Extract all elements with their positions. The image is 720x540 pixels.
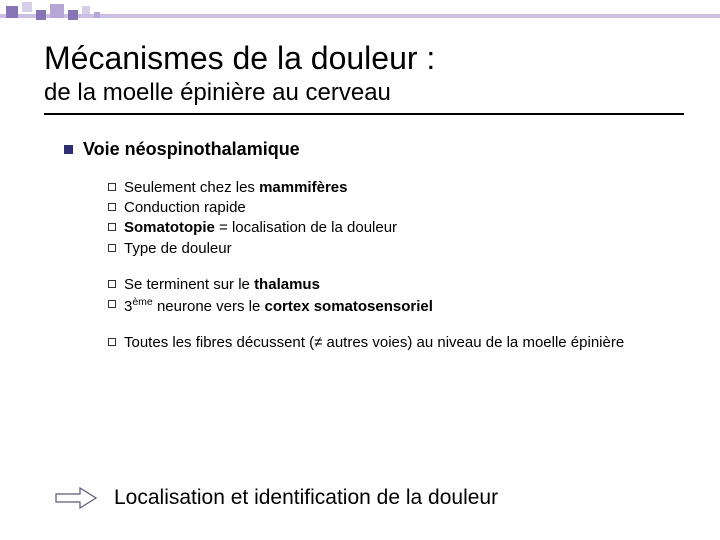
title-main: Mécanismes de la douleur : bbox=[44, 40, 684, 77]
list-item-text: Conduction rapide bbox=[124, 198, 684, 218]
list-item-text: Toutes les fibres décussent (≠ autres vo… bbox=[124, 333, 684, 353]
decor-square bbox=[50, 4, 64, 18]
header-strip bbox=[0, 14, 720, 18]
decor-square bbox=[82, 6, 90, 14]
list-item-text: Seulement chez les mammifères bbox=[124, 178, 684, 198]
arrow-icon bbox=[54, 486, 98, 510]
body-area: Voie néospinothalamique Seulement chez l… bbox=[44, 139, 684, 354]
decor-square bbox=[36, 10, 46, 20]
open-square-bullet-icon bbox=[108, 203, 116, 211]
list-item: Conduction rapide bbox=[108, 198, 684, 218]
list-item: Somatotopie = localisation de la douleur bbox=[108, 218, 684, 238]
footer-text: Localisation et identification de la dou… bbox=[114, 486, 498, 510]
decor-square bbox=[6, 6, 18, 18]
decor-square bbox=[94, 12, 100, 18]
decorative-header bbox=[0, 0, 720, 34]
list-item: Seulement chez les mammifères bbox=[108, 178, 684, 198]
bullet-group-3: Toutes les fibres décussent (≠ autres vo… bbox=[108, 333, 684, 353]
bullet-group-2: Se terminent sur le thalamus 3ème neuron… bbox=[108, 275, 684, 318]
square-bullet-icon bbox=[64, 145, 73, 154]
list-item-text: Type de douleur bbox=[124, 239, 684, 259]
list-item: Se terminent sur le thalamus bbox=[108, 275, 684, 295]
list-item-text: Somatotopie = localisation de la douleur bbox=[124, 218, 684, 238]
list-item: Type de douleur bbox=[108, 239, 684, 259]
open-square-bullet-icon bbox=[108, 300, 116, 308]
slide-content: Mécanismes de la douleur : de la moelle … bbox=[44, 40, 684, 370]
level1-text: Voie néospinothalamique bbox=[83, 139, 300, 160]
list-item-text: Se terminent sur le thalamus bbox=[124, 275, 684, 295]
title-sub: de la moelle épinière au cerveau bbox=[44, 79, 684, 107]
open-square-bullet-icon bbox=[108, 223, 116, 231]
list-item: Toutes les fibres décussent (≠ autres vo… bbox=[108, 333, 684, 353]
title-rule bbox=[44, 113, 684, 115]
decor-square bbox=[22, 2, 32, 12]
list-item-text: 3ème neurone vers le cortex somatosensor… bbox=[124, 295, 684, 317]
level1-item: Voie néospinothalamique bbox=[64, 139, 684, 160]
list-item: 3ème neurone vers le cortex somatosensor… bbox=[108, 295, 684, 317]
footer-row: Localisation et identification de la dou… bbox=[54, 486, 498, 510]
open-square-bullet-icon bbox=[108, 183, 116, 191]
open-square-bullet-icon bbox=[108, 280, 116, 288]
open-square-bullet-icon bbox=[108, 338, 116, 346]
open-square-bullet-icon bbox=[108, 244, 116, 252]
bullet-group-1: Seulement chez les mammifères Conduction… bbox=[108, 178, 684, 259]
decor-square bbox=[68, 10, 78, 20]
